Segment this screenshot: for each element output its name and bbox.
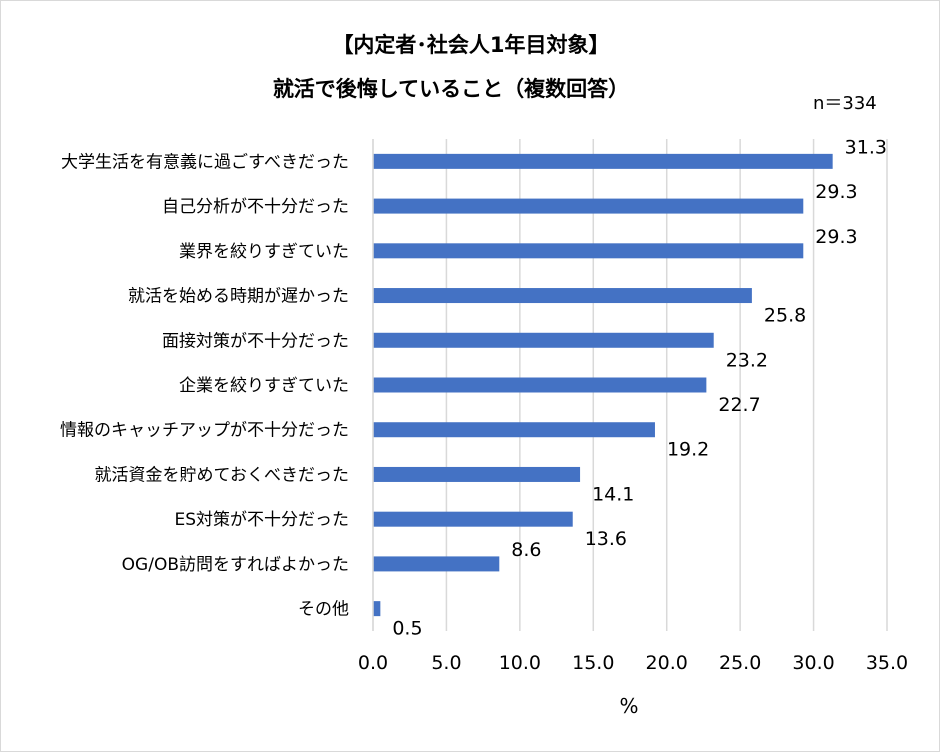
bar bbox=[373, 422, 655, 438]
category-label: 面接対策が不十分だった bbox=[162, 331, 349, 351]
bar bbox=[373, 511, 573, 527]
x-tick-label: 30.0 bbox=[792, 652, 834, 674]
value-label: 31.3 bbox=[845, 136, 887, 158]
x-tick-label: 0.0 bbox=[358, 652, 388, 674]
bar bbox=[373, 601, 381, 617]
category-label: その他 bbox=[298, 600, 349, 620]
category-label: 就活を始める時期が遅かった bbox=[128, 287, 349, 307]
x-tick-label: 5.0 bbox=[431, 652, 461, 674]
value-label: 14.1 bbox=[592, 483, 634, 505]
value-label: 22.7 bbox=[718, 394, 760, 416]
category-label: 企業を絞りすぎていた bbox=[179, 376, 349, 396]
value-label: 29.3 bbox=[815, 181, 857, 203]
value-label: 23.2 bbox=[726, 349, 768, 371]
value-label: 13.6 bbox=[585, 528, 627, 550]
x-axis-label: % bbox=[619, 694, 638, 718]
value-label: 25.8 bbox=[764, 305, 806, 327]
chart-subtitle: 就活で後悔していること（複数回答） bbox=[272, 77, 630, 101]
value-label: 0.5 bbox=[392, 618, 422, 640]
bar bbox=[373, 198, 804, 214]
chart-title: 【内定者･社会人1年目対象】 bbox=[332, 33, 610, 57]
x-tick-label: 20.0 bbox=[646, 652, 688, 674]
category-label: ES対策が不十分だった bbox=[174, 510, 349, 530]
value-label: 29.3 bbox=[815, 226, 857, 248]
x-tick-label: 15.0 bbox=[572, 652, 614, 674]
bar bbox=[373, 153, 833, 169]
category-label: 業界を絞りすぎていた bbox=[179, 242, 349, 262]
x-tick-label: 25.0 bbox=[719, 652, 761, 674]
bar bbox=[373, 466, 581, 482]
x-tick-label: 35.0 bbox=[866, 652, 908, 674]
value-label: 19.2 bbox=[667, 439, 709, 461]
bar bbox=[373, 332, 714, 348]
category-label: 就活資金を貯めておくべきだった bbox=[95, 465, 350, 485]
bar bbox=[373, 377, 707, 393]
category-label: 情報のキャッチアップが不十分だった bbox=[60, 421, 349, 441]
sample-size-label: n＝334 bbox=[813, 93, 877, 114]
category-label: 自己分析が不十分だった bbox=[162, 197, 349, 217]
bar bbox=[373, 556, 500, 572]
bar bbox=[373, 288, 752, 304]
category-label: OG/OB訪問をすればよかった bbox=[122, 555, 349, 575]
x-tick-label: 10.0 bbox=[499, 652, 541, 674]
category-label: 大学生活を有意義に過ごすべきだった bbox=[61, 152, 349, 172]
value-label: 8.6 bbox=[511, 539, 541, 561]
bar bbox=[373, 243, 804, 259]
